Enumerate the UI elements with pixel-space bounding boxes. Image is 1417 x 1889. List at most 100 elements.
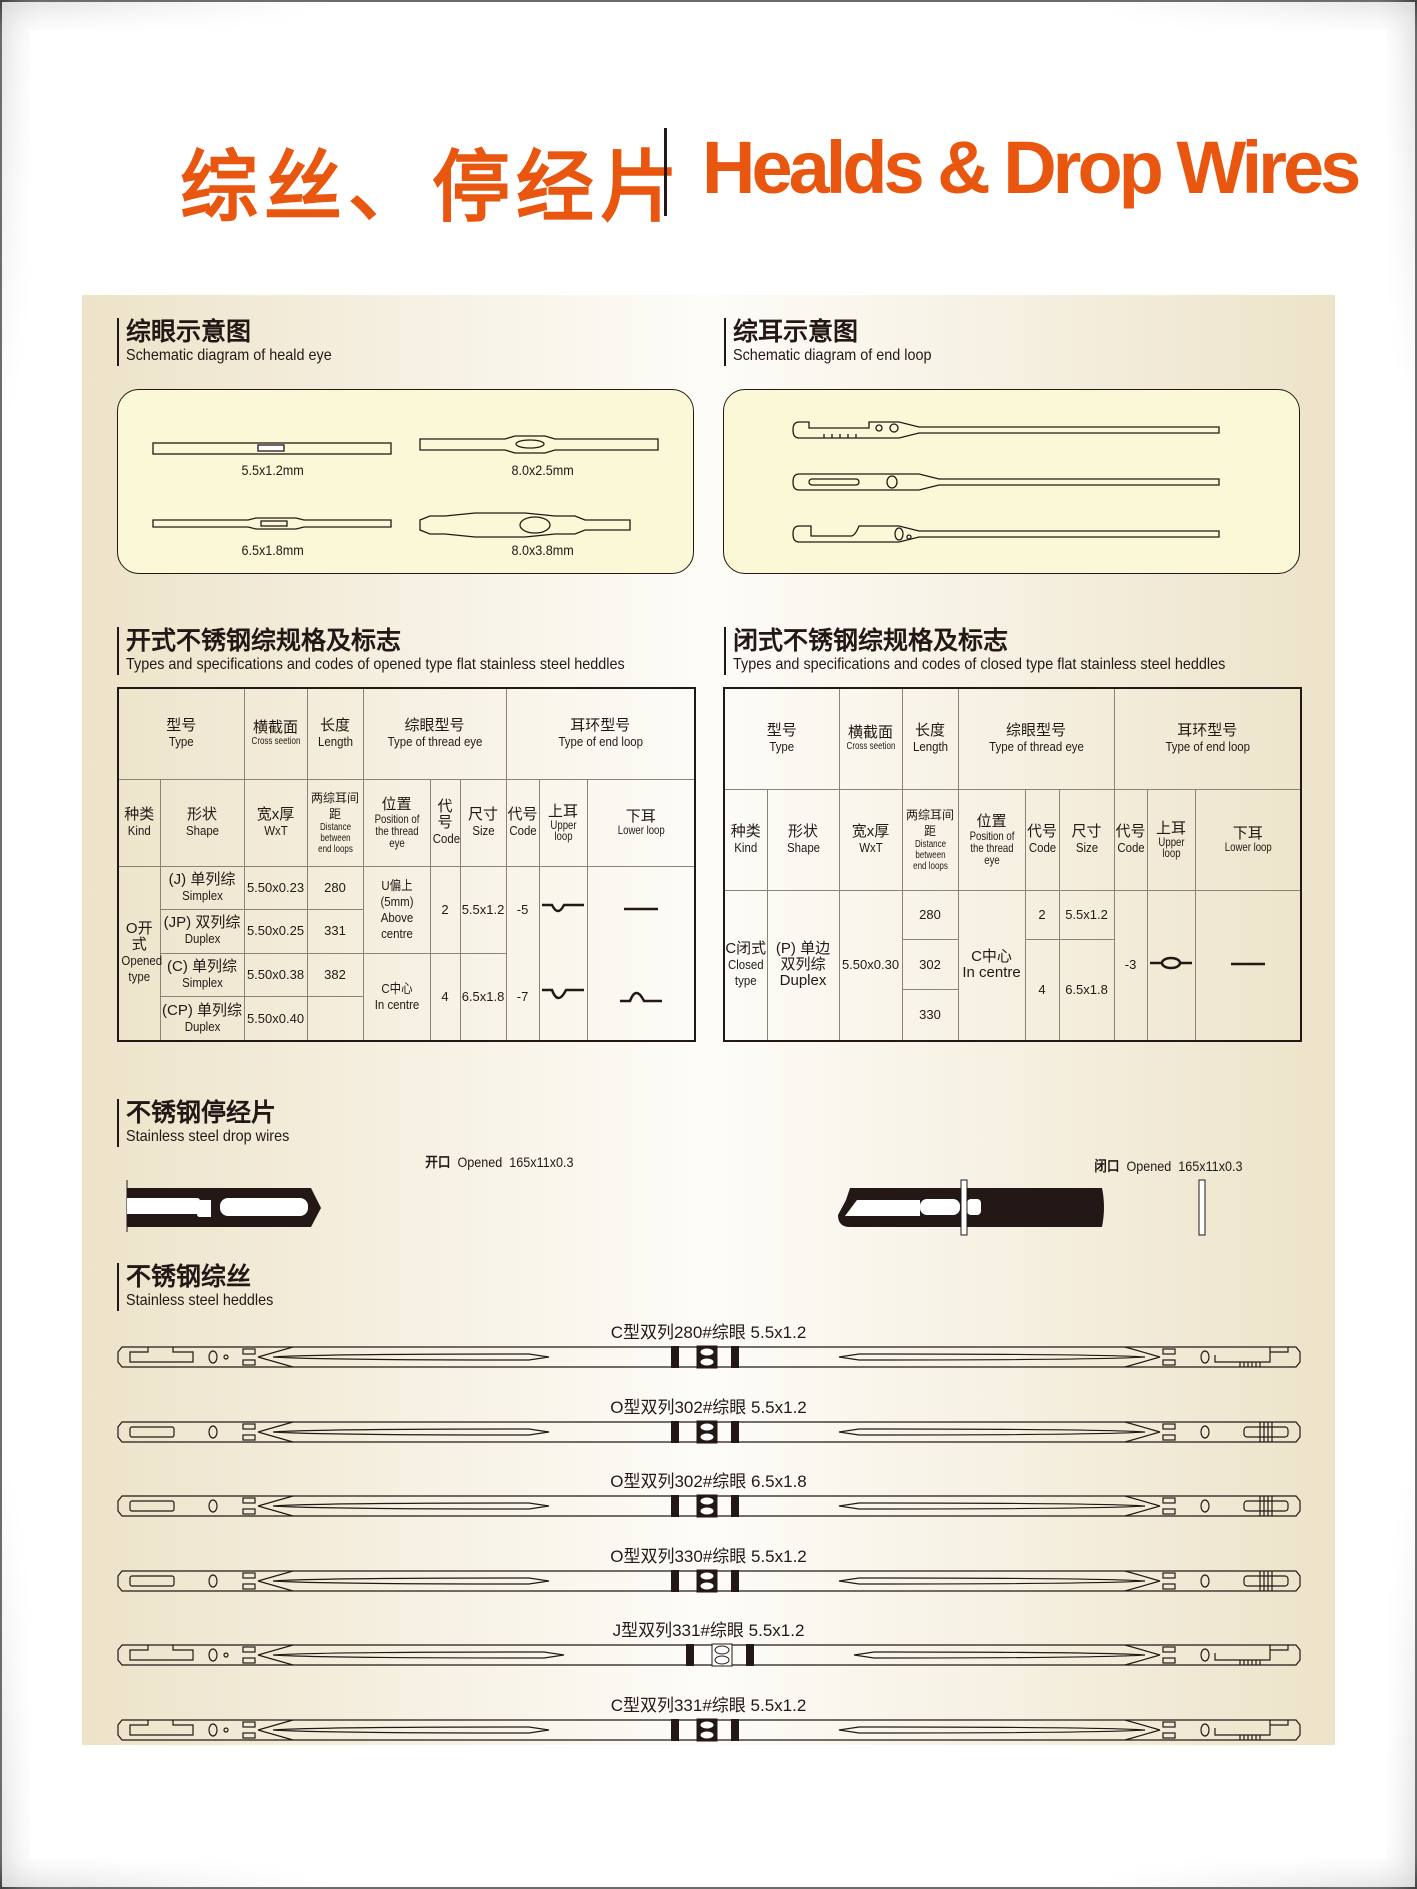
heddle-part [272,1353,550,1361]
heddle-part [699,1720,715,1730]
col-distance: 两综耳间距 Distance between end loops [901,788,959,891]
lower-loop-straight-icon [623,907,658,911]
heddle-part [208,1350,218,1364]
heddle-part [117,1420,1301,1443]
drop-wires-heading: 不锈钢停经片 Stainless steel drop wires [117,1099,307,1147]
col-loop-code: 代号 Code [505,778,540,867]
eye-code-cell: 2 [1024,889,1060,941]
heddle-part [242,1732,256,1739]
heddle-part [1200,1723,1210,1737]
heddle-part [242,1583,256,1590]
wxt-cell: 5.50x0.25 [243,909,308,954]
col-position: 位置 Position of the thread eye [957,788,1026,891]
eye-code-cell: 4 [429,952,461,1042]
upper-loop-deep-dip-icon [542,988,585,999]
length-cell: 382 [306,952,364,998]
heddle-part [129,1720,194,1736]
heddle-part [257,1644,1161,1666]
upper-loop-cell [538,953,588,1042]
table-row: 4 6.5x1.8 [724,939,1301,1042]
subheader-row: 种类 Kind 形状 Shape 宽x厚 WxT 两综耳间距 Distance betw… [723,788,1302,891]
heading-en: Schematic diagram of heald eye [126,347,332,364]
wxt-cell: 5.50x0.38 [243,952,308,998]
heddle-part [671,1569,679,1592]
heddle-drawing [117,1420,1301,1444]
heddle-part [699,1357,715,1367]
heading-cn: 开式不锈钢综规格及标志 [126,627,402,655]
heddle-part [1162,1721,1176,1728]
heddle-part [731,1569,739,1592]
heddle-part [699,1347,715,1357]
heddle-part [1162,1583,1176,1590]
kind-cell: C闭式 Closed type [723,889,768,1042]
heading-en: Stainless steel drop wires [126,1128,290,1145]
heddle-part [242,1721,256,1728]
heading-cn: 闭式不锈钢综规格及标志 [733,627,1009,655]
subheader-row: 种类 Kind 形状 Shape 宽x厚 WxT 两综耳间距 Distance betw… [117,778,696,867]
eye-label: 8.0x3.8mm [511,542,574,558]
loop-diagram-heading: 综耳示意图 Schematic diagram of end loop [724,318,954,366]
length-cell: 330 [901,989,959,1042]
heddle-part [208,1723,218,1737]
eye-size-cell: 6.5x1.8 [459,952,507,1042]
heading-cn: 综眼示意图 [126,318,252,346]
heddle-part [272,1651,565,1659]
loop-code-cell: -3 [1113,889,1148,1042]
heddle-part [671,1495,679,1518]
heading-en: Schematic diagram of end loop [733,347,932,364]
heddle-part [208,1499,218,1513]
heddle-part [257,1570,1161,1592]
heddle-part [1162,1497,1176,1504]
heddle-label: C型双列331#综眼 5.5x1.2 [610,1696,807,1715]
heddle-part [1239,1735,1261,1740]
wxt-cell: 5.50x0.30 [838,889,903,1042]
shape-cell: (JP) 双列综 Duplex [159,909,245,954]
length-cell [306,996,364,1042]
heddle-part [117,1570,1301,1592]
wxt-cell: 5.50x0.40 [243,996,308,1042]
eye-size-cell: 6.5x1.8 [1058,939,1115,1042]
col-length: 长度 Length [901,687,959,790]
lower-loop-straight-icon [1230,963,1265,966]
heddle-part [242,1572,256,1579]
header-row: 型号 Type 横截面 Cross seetion 长度 Length 综眼型号 Typ… [723,687,1302,790]
position-cell: C中心 In centre [957,889,1026,1042]
heddle-drawing [117,1345,1301,1369]
col-eye: 综眼型号 Type of thread eye [362,687,507,780]
heddle-part [208,1424,218,1439]
c-loop [792,421,1220,439]
heddle-drawing [117,1718,1301,1742]
heddle-part [746,1644,754,1667]
heading-cn: 不锈钢综丝 [126,1263,252,1291]
loop-code-cell: -7 [505,953,540,1042]
col-wxt: 宽x厚 WxT [838,788,903,891]
title-en: Healds & Drop Wires [702,126,1361,209]
heddle-part [242,1646,256,1653]
heddle-part [686,1644,694,1667]
open-table-heading: 开式不锈钢综规格及标志 Types and specifications and… [117,627,680,675]
col-code: 代号 Code [1024,788,1060,891]
heddle-part [117,1719,1301,1741]
heddle-part [208,1574,218,1588]
col-lower: 下耳 Lower loop [586,778,696,867]
heddle-part [1200,1648,1210,1662]
position-cell: C中心 In centre [362,952,431,1042]
heddle-part [1162,1508,1176,1515]
heading-cn: 不锈钢停经片 [126,1099,277,1127]
heddle-part [1162,1433,1176,1441]
heddle-part [838,1577,1146,1585]
heddle-part [272,1726,550,1734]
kind-cell: O开式 Opened type [117,865,162,1042]
heddle-part [208,1648,218,1662]
upper-loop-dip-icon [542,903,585,913]
title-divider [664,128,667,216]
heddle-part [1239,1660,1261,1666]
closed-drop-wire-label: 闭口 Opened 165x11x0.3 [1094,1158,1243,1174]
heddle-part [699,1422,715,1432]
position-cell: U偏上 (5mm) Above centre [362,865,431,954]
heddle-part [1162,1646,1176,1653]
length-cell: 302 [901,939,959,991]
heald-eye-drawings [152,435,659,538]
title-cn: 综丝、停经片 [180,143,685,231]
heddle-part [699,1496,715,1506]
